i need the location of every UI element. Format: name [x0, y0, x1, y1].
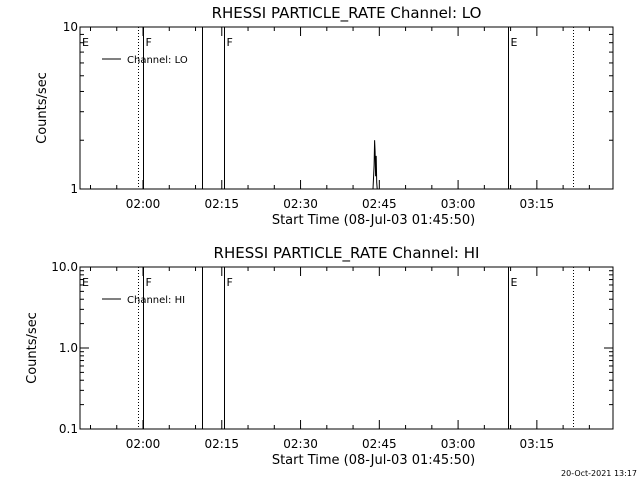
legend-entry: Channel: LO — [127, 55, 188, 66]
chart-title: RHESSI PARTICLE_RATE Channel: HI — [214, 244, 480, 263]
y-tick-label: 0.1 — [59, 422, 78, 436]
x-axis-label: Start Time (08-Jul-03 01:45:50) — [272, 213, 475, 228]
x-tick-label: 02:15 — [204, 197, 239, 211]
x-tick-label: 02:30 — [283, 197, 318, 211]
edge-flag-label: E — [82, 276, 89, 289]
x-tick-label: 03:15 — [520, 437, 555, 451]
y-tick-label: 10 — [63, 20, 78, 34]
y-tick-label: 10.0 — [51, 260, 78, 274]
x-tick-label: 02:15 — [204, 437, 239, 451]
flag-marker-label: F — [146, 276, 152, 289]
x-tick-label: 03:00 — [441, 437, 476, 451]
flag-marker-label: F — [227, 36, 233, 49]
lo-channel-panel: RHESSI PARTICLE_RATE Channel: LO 02:00 02:… — [35, 4, 614, 228]
x-tick-label: 02:45 — [362, 197, 397, 211]
y-tick-label: 1.0 — [59, 341, 78, 355]
timestamp: 20-Oct-2021 13:17 — [561, 469, 637, 478]
y-axis-label: Counts/sec — [35, 72, 50, 144]
hi-channel-panel: RHESSI PARTICLE_RATE Channel: HI 02:00 02:… — [25, 244, 614, 468]
x-tick-label: 02:30 — [283, 437, 318, 451]
flag-marker-label: E — [511, 276, 518, 289]
x-tick-label: 02:00 — [126, 437, 161, 451]
x-tick-label: 02:45 — [362, 437, 397, 451]
series-line — [372, 140, 379, 190]
flag-marker-label: F — [146, 36, 152, 49]
edge-flag-label: E — [82, 36, 89, 49]
flag-marker-label: F — [227, 276, 233, 289]
y-axis-label: Counts/sec — [25, 312, 40, 384]
plot-frame — [79, 26, 614, 190]
y-tick-label: 1 — [70, 182, 78, 196]
x-axis-label: Start Time (08-Jul-03 01:45:50) — [272, 453, 475, 468]
x-tick-label: 03:00 — [441, 197, 476, 211]
plot-frame — [79, 266, 614, 430]
flag-marker-label: E — [511, 36, 518, 49]
x-tick-label: 03:15 — [520, 197, 555, 211]
chart-title: RHESSI PARTICLE_RATE Channel: LO — [212, 4, 482, 23]
legend-entry: Channel: HI — [127, 295, 185, 306]
x-tick-label: 02:00 — [126, 197, 161, 211]
